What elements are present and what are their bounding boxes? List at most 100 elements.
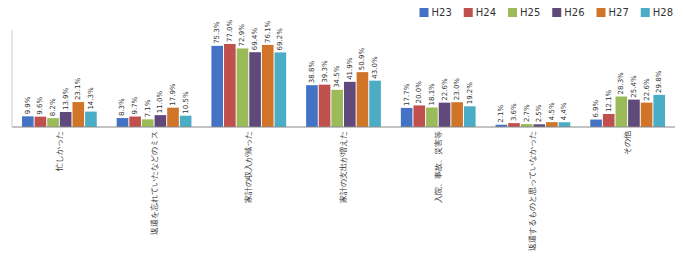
bar (426, 107, 438, 127)
legend-swatch (420, 8, 429, 17)
data-label: 14.3% (87, 87, 95, 110)
x-tick-label: その他 (623, 131, 632, 155)
legend: H23 H24 H25 H26 H27 H28 (420, 7, 674, 18)
bar (508, 123, 520, 127)
legend-item: H27 (597, 7, 629, 18)
bar (275, 52, 287, 127)
legend-label: H23 (432, 7, 452, 18)
bar (35, 117, 47, 127)
bar (628, 100, 640, 127)
legend-label: H27 (609, 7, 629, 18)
legend-item: H24 (464, 7, 496, 18)
bar (237, 48, 249, 127)
data-label: 69.2% (276, 28, 284, 51)
data-label: 41.9% (346, 57, 354, 80)
x-tick-label: 忙しかった (55, 131, 64, 172)
data-label: 2.7% (523, 104, 531, 122)
bar (60, 112, 72, 127)
legend-swatch (641, 8, 650, 17)
bar (369, 81, 381, 127)
data-label: 25.4% (630, 75, 638, 98)
legend-swatch (464, 8, 473, 17)
data-label: 2.1% (497, 105, 505, 123)
data-label: 23.0% (453, 78, 461, 101)
data-label: 69.4% (251, 28, 259, 51)
data-label: 77.0% (226, 19, 234, 42)
data-label: 9.9% (24, 96, 32, 114)
bar (464, 106, 476, 127)
legend-swatch (552, 8, 561, 17)
data-label: 38.8% (308, 61, 316, 84)
legend-label: H28 (653, 7, 673, 18)
data-label: 12.1% (605, 89, 613, 112)
data-label: 72.9% (238, 24, 246, 47)
data-label: 9.7% (131, 96, 139, 114)
legend-swatch (597, 8, 606, 17)
bar (224, 44, 236, 127)
bar (451, 102, 463, 127)
x-tick-label: 入院、事故、災害等 (434, 131, 443, 203)
x-tick-label: 返還を忘れていたなどのミス (150, 131, 159, 235)
data-labels: 9.9% 8.3% 75.3% 38.8% 17.7% 2.1% 6.9% 9.6% 9.7% 7… (24, 19, 663, 122)
data-label: 34.5% (333, 65, 341, 88)
data-label: 18.1% (428, 83, 436, 106)
bar (413, 105, 425, 127)
bar (167, 108, 179, 127)
bar (616, 96, 628, 127)
bar (590, 120, 602, 127)
bar (357, 72, 369, 127)
bar (117, 118, 129, 127)
bar (249, 52, 261, 127)
legend-item: H25 (508, 7, 540, 18)
data-label: 20.0% (415, 81, 423, 104)
bar (653, 95, 665, 127)
x-axis-line (12, 127, 675, 128)
data-label: 8.3% (119, 98, 127, 116)
data-label: 10.5% (182, 91, 190, 114)
bar (603, 114, 615, 127)
data-label: 9.6% (36, 97, 44, 115)
bar (211, 46, 223, 127)
data-label: 3.6% (510, 103, 518, 121)
data-label: 19.2% (466, 82, 474, 105)
data-label: 8.2% (49, 98, 57, 116)
data-label: 17.7% (403, 83, 411, 106)
bar (72, 102, 84, 127)
bar (559, 122, 571, 127)
bar (47, 118, 59, 127)
data-label: 28.3% (617, 72, 625, 95)
data-label: 23.1% (74, 78, 82, 101)
data-label: 75.3% (213, 21, 221, 44)
x-tick-label: 家計の支出が増えた (339, 131, 348, 203)
bar (439, 103, 451, 127)
legend-label: H25 (520, 7, 540, 18)
legend-swatch (508, 8, 517, 17)
data-label: 29.8% (655, 70, 663, 93)
data-label: 7.1% (144, 99, 152, 117)
data-label: 11.0% (156, 91, 164, 114)
bar (331, 90, 343, 127)
bar (85, 112, 97, 127)
bar (641, 103, 653, 127)
bar (129, 117, 141, 127)
bar (155, 115, 167, 127)
data-label: 6.9% (592, 99, 600, 117)
legend-item: H28 (641, 7, 673, 18)
data-label: 50.9% (358, 48, 366, 71)
bars (22, 44, 665, 127)
x-tick-label: 家計の収入が減った (244, 131, 253, 203)
legend-label: H26 (564, 7, 584, 18)
bar (262, 45, 274, 127)
bar (22, 116, 34, 127)
data-label: 43.0% (371, 56, 379, 79)
legend-item: H23 (420, 7, 452, 18)
data-label: 76.1% (264, 20, 272, 43)
bar (546, 122, 558, 127)
data-label: 2.5% (535, 104, 543, 122)
data-label: 39.3% (321, 60, 329, 83)
bar (142, 119, 154, 127)
bar (306, 85, 318, 127)
legend-item: H26 (552, 7, 584, 18)
data-label: 4.4% (561, 102, 569, 120)
data-label: 4.5% (548, 102, 556, 120)
